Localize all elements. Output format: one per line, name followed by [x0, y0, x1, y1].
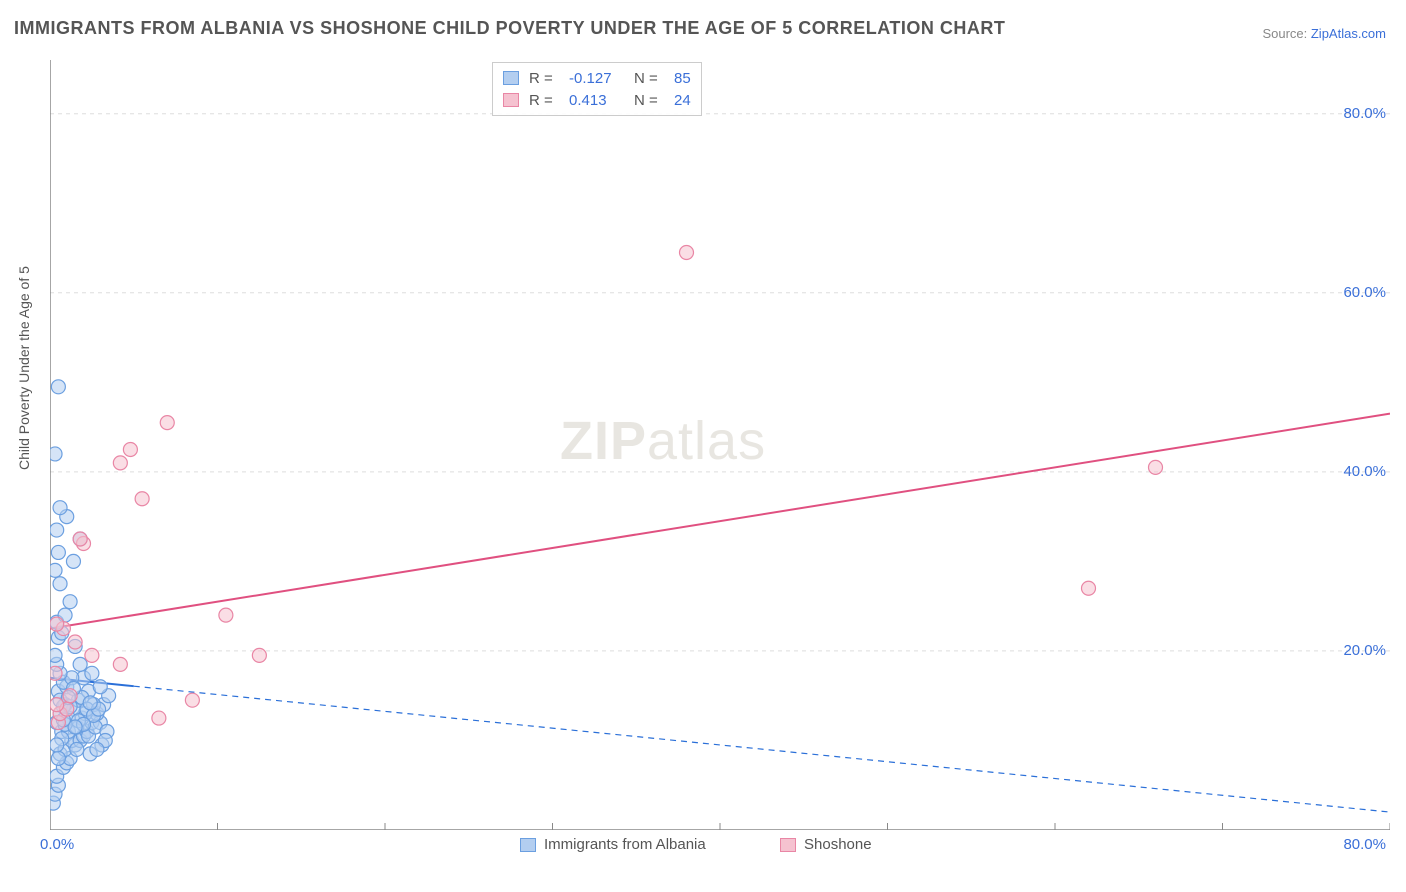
stats-row: R = 0.413 N = 24	[503, 89, 691, 111]
source-link[interactable]: ZipAtlas.com	[1311, 26, 1386, 41]
x-legend-label: Shoshone	[804, 836, 872, 853]
y-tick-label: 40.0%	[1343, 463, 1386, 480]
y-tick-label: 80.0%	[1343, 105, 1386, 122]
stat-n-label: N =	[634, 92, 664, 109]
stats-legend-box: R = -0.127 N = 85 R = 0.413 N = 24	[492, 62, 702, 116]
x-legend-item: Shoshone	[780, 836, 872, 853]
y-tick-label: 60.0%	[1343, 284, 1386, 301]
stat-r-label: R =	[529, 92, 559, 109]
source-prefix: Source:	[1262, 26, 1310, 41]
stat-n-value: 85	[674, 70, 691, 87]
stat-r-value: 0.413	[569, 92, 624, 109]
chart-title: IMMIGRANTS FROM ALBANIA VS SHOSHONE CHIL…	[14, 18, 1005, 39]
stats-row: R = -0.127 N = 85	[503, 67, 691, 89]
stat-r-value: -0.127	[569, 70, 624, 87]
x-legend-label: Immigrants from Albania	[544, 836, 706, 853]
x-tick-label: 0.0%	[40, 836, 74, 853]
legend-swatch	[520, 838, 536, 852]
legend-swatch	[503, 93, 519, 107]
scatter-plot	[50, 60, 1390, 830]
source-citation: Source: ZipAtlas.com	[1262, 26, 1386, 41]
x-tick-label: 80.0%	[1343, 836, 1386, 853]
stat-r-label: R =	[529, 70, 559, 87]
y-tick-label: 20.0%	[1343, 642, 1386, 659]
legend-swatch	[503, 71, 519, 85]
legend-swatch	[780, 838, 796, 852]
x-legend-item: Immigrants from Albania	[520, 836, 706, 853]
stat-n-label: N =	[634, 70, 664, 87]
stat-n-value: 24	[674, 92, 691, 109]
chart-container: IMMIGRANTS FROM ALBANIA VS SHOSHONE CHIL…	[0, 0, 1406, 892]
y-axis-label: Child Poverty Under the Age of 5	[16, 266, 32, 470]
